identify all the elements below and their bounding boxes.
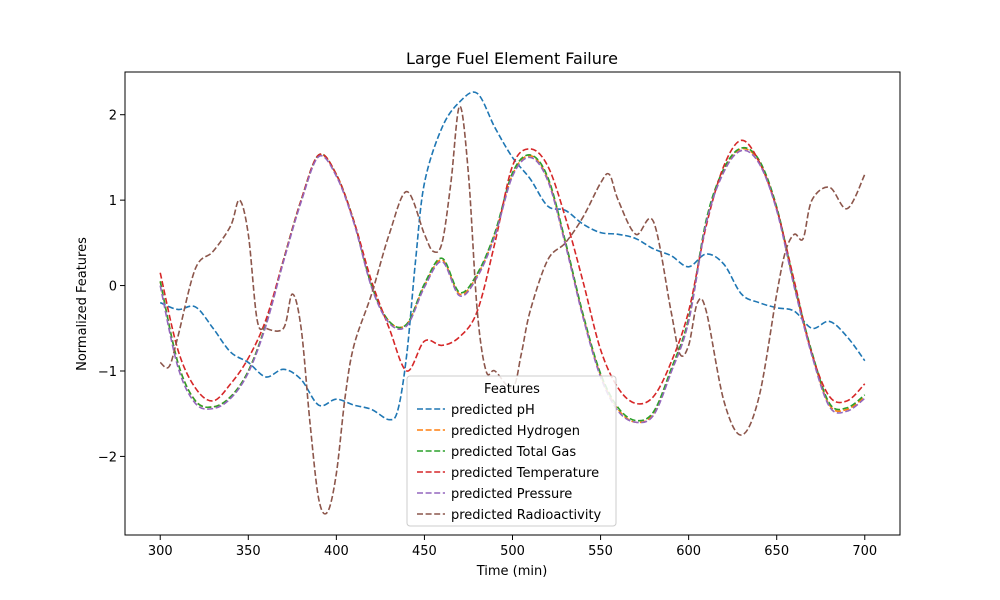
y-tick-label: 2 — [109, 109, 117, 124]
legend-entry-label: predicted pH — [451, 403, 535, 418]
x-tick-label: 350 — [236, 544, 261, 559]
legend-entry-label: predicted Pressure — [451, 487, 572, 502]
x-tick-label: 550 — [588, 544, 613, 559]
series-layer — [159, 91, 866, 515]
series-line-3 — [159, 139, 866, 405]
legend-box — [406, 375, 617, 527]
legend-entry-label: predicted Temperature — [451, 466, 599, 481]
y-axis-ticks: −2 −1 0 1 2 — [98, 109, 125, 465]
series-line-0 — [159, 91, 866, 421]
legend-entry-label: predicted Radioactivity — [451, 508, 602, 523]
chart-title: Large Fuel Element Failure — [406, 49, 618, 68]
y-tick-label: 1 — [109, 194, 117, 209]
x-tick-label: 700 — [852, 544, 877, 559]
x-tick-label: 300 — [148, 544, 173, 559]
legend-entry-label: predicted Hydrogen — [451, 424, 580, 439]
series-line-5 — [159, 105, 866, 515]
y-tick-label: −1 — [98, 365, 117, 380]
x-tick-label: 400 — [324, 544, 349, 559]
series-line-4 — [159, 149, 866, 424]
x-axis-label: Time (min) — [476, 564, 548, 579]
x-tick-label: 650 — [764, 544, 789, 559]
legend-entries: predicted pH predicted Hydrogen predicted … — [417, 403, 602, 523]
legend-title: Features — [484, 382, 540, 397]
y-axis-label: Normalized Features — [75, 237, 90, 371]
legend-entry-label: predicted Total Gas — [451, 445, 576, 460]
x-tick-label: 600 — [676, 544, 701, 559]
x-tick-label: 450 — [412, 544, 437, 559]
x-tick-label: 500 — [500, 544, 525, 559]
x-axis-ticks: 300 350 400 450 500 550 600 650 700 — [148, 535, 877, 559]
y-tick-label: 0 — [109, 280, 117, 295]
y-tick-label: −2 — [98, 450, 117, 465]
